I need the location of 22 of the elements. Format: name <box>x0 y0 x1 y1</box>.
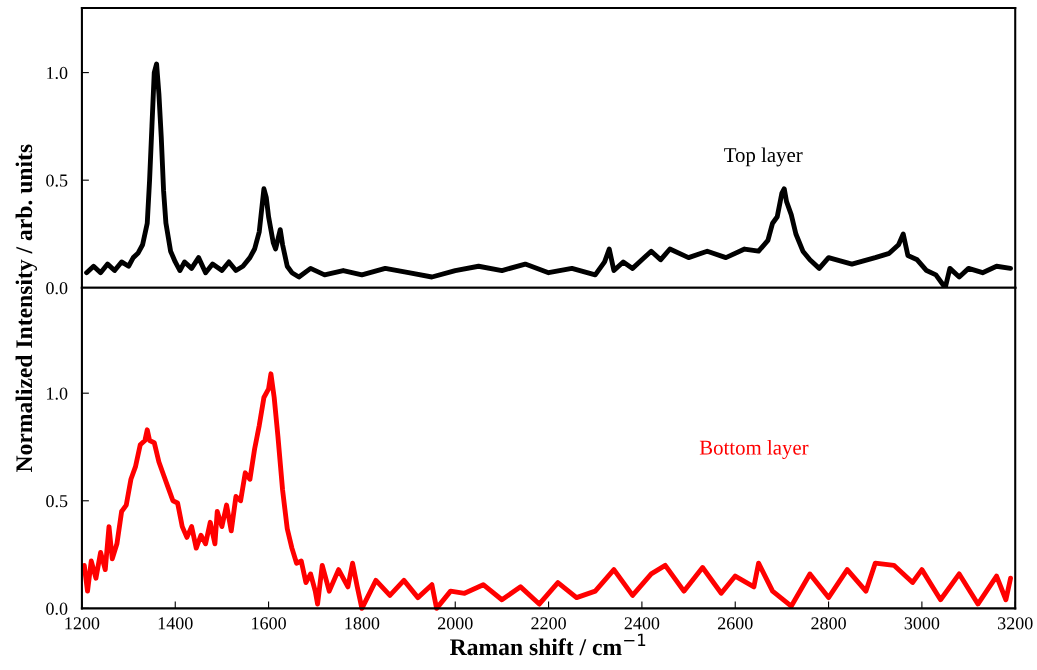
x-tick-label: 2000 <box>437 617 473 630</box>
x-tick-label: 2800 <box>811 617 846 630</box>
y-tick-label: 0.5 <box>46 174 68 187</box>
y-tick-label: 0.5 <box>46 495 68 508</box>
x-tick-label: 3000 <box>904 617 940 630</box>
y-axis-title: Normalized Intensity / arb. units <box>15 144 38 473</box>
x-tick-label: 1200 <box>65 617 100 630</box>
y-tick-label: 0.0 <box>46 602 68 615</box>
x-tick-label: 1800 <box>345 617 380 630</box>
x-tick-label: 2400 <box>624 617 660 630</box>
series-label: Top layer <box>724 147 803 167</box>
y-tick-label: 0.0 <box>46 282 68 295</box>
x-tick-label: 2200 <box>531 617 566 630</box>
text: Bottom layer <box>699 440 809 459</box>
x-tick-label: 3200 <box>998 617 1033 630</box>
y-tick-label: 1.0 <box>47 66 68 80</box>
x-tick-label: 2600 <box>717 617 753 630</box>
y-tick-label: 1.0 <box>47 387 68 400</box>
line-series <box>81 371 1013 611</box>
x-tick-label: 1400 <box>158 617 193 630</box>
x-tick-label: 1600 <box>252 617 286 630</box>
x-axis-title: Raman shift / cm$^{−1}$ <box>450 633 646 656</box>
